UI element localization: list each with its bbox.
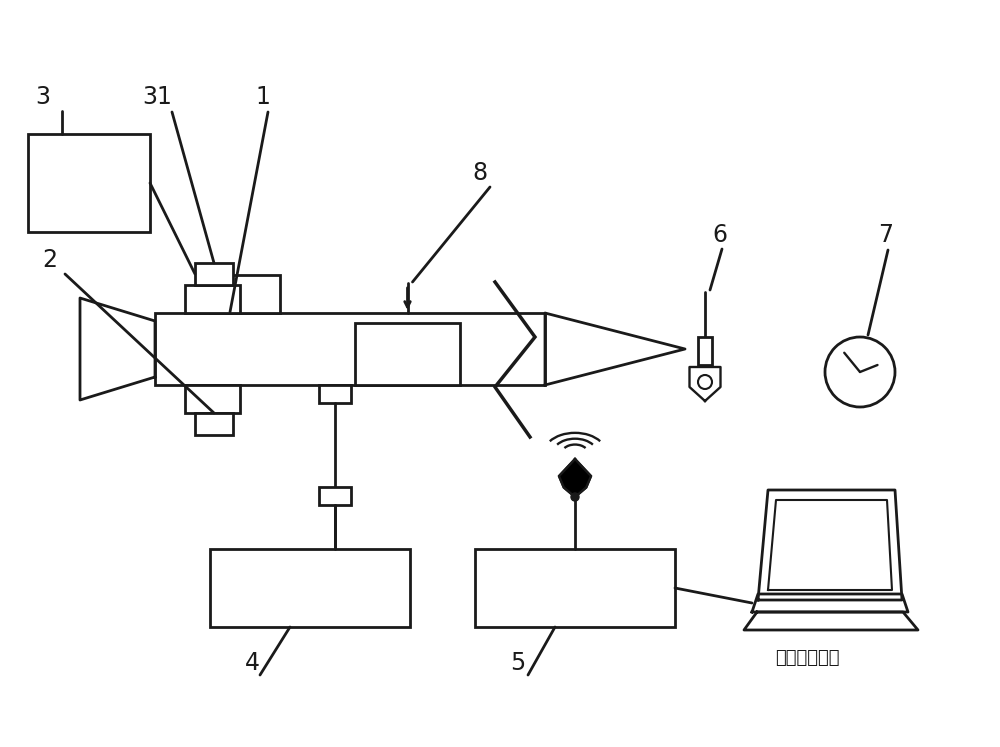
Polygon shape bbox=[559, 459, 591, 497]
Bar bbox=[210, 549, 410, 627]
Circle shape bbox=[825, 337, 895, 407]
Text: 8: 8 bbox=[472, 161, 487, 185]
Bar bbox=[155, 313, 545, 385]
Polygon shape bbox=[752, 594, 908, 612]
Bar bbox=[28, 134, 150, 232]
Bar bbox=[319, 487, 351, 505]
Text: 4: 4 bbox=[245, 651, 260, 675]
Bar bbox=[195, 413, 233, 435]
Bar bbox=[195, 263, 233, 285]
Text: 5: 5 bbox=[510, 651, 525, 675]
Bar bbox=[185, 385, 240, 413]
Circle shape bbox=[571, 493, 579, 501]
Text: 31: 31 bbox=[142, 85, 172, 109]
Text: 温度数据解析: 温度数据解析 bbox=[775, 649, 840, 667]
Text: 6: 6 bbox=[712, 223, 727, 247]
Text: 7: 7 bbox=[878, 223, 893, 247]
Bar bbox=[698, 337, 712, 365]
Text: 2: 2 bbox=[42, 248, 57, 272]
Polygon shape bbox=[744, 612, 918, 630]
Circle shape bbox=[698, 375, 712, 389]
Text: 3: 3 bbox=[35, 85, 50, 109]
Polygon shape bbox=[758, 490, 902, 600]
Text: 1: 1 bbox=[255, 85, 270, 109]
Bar bbox=[185, 285, 240, 313]
Bar bbox=[355, 323, 460, 385]
Bar bbox=[475, 549, 675, 627]
Bar bbox=[210, 275, 280, 313]
Bar bbox=[319, 385, 351, 403]
